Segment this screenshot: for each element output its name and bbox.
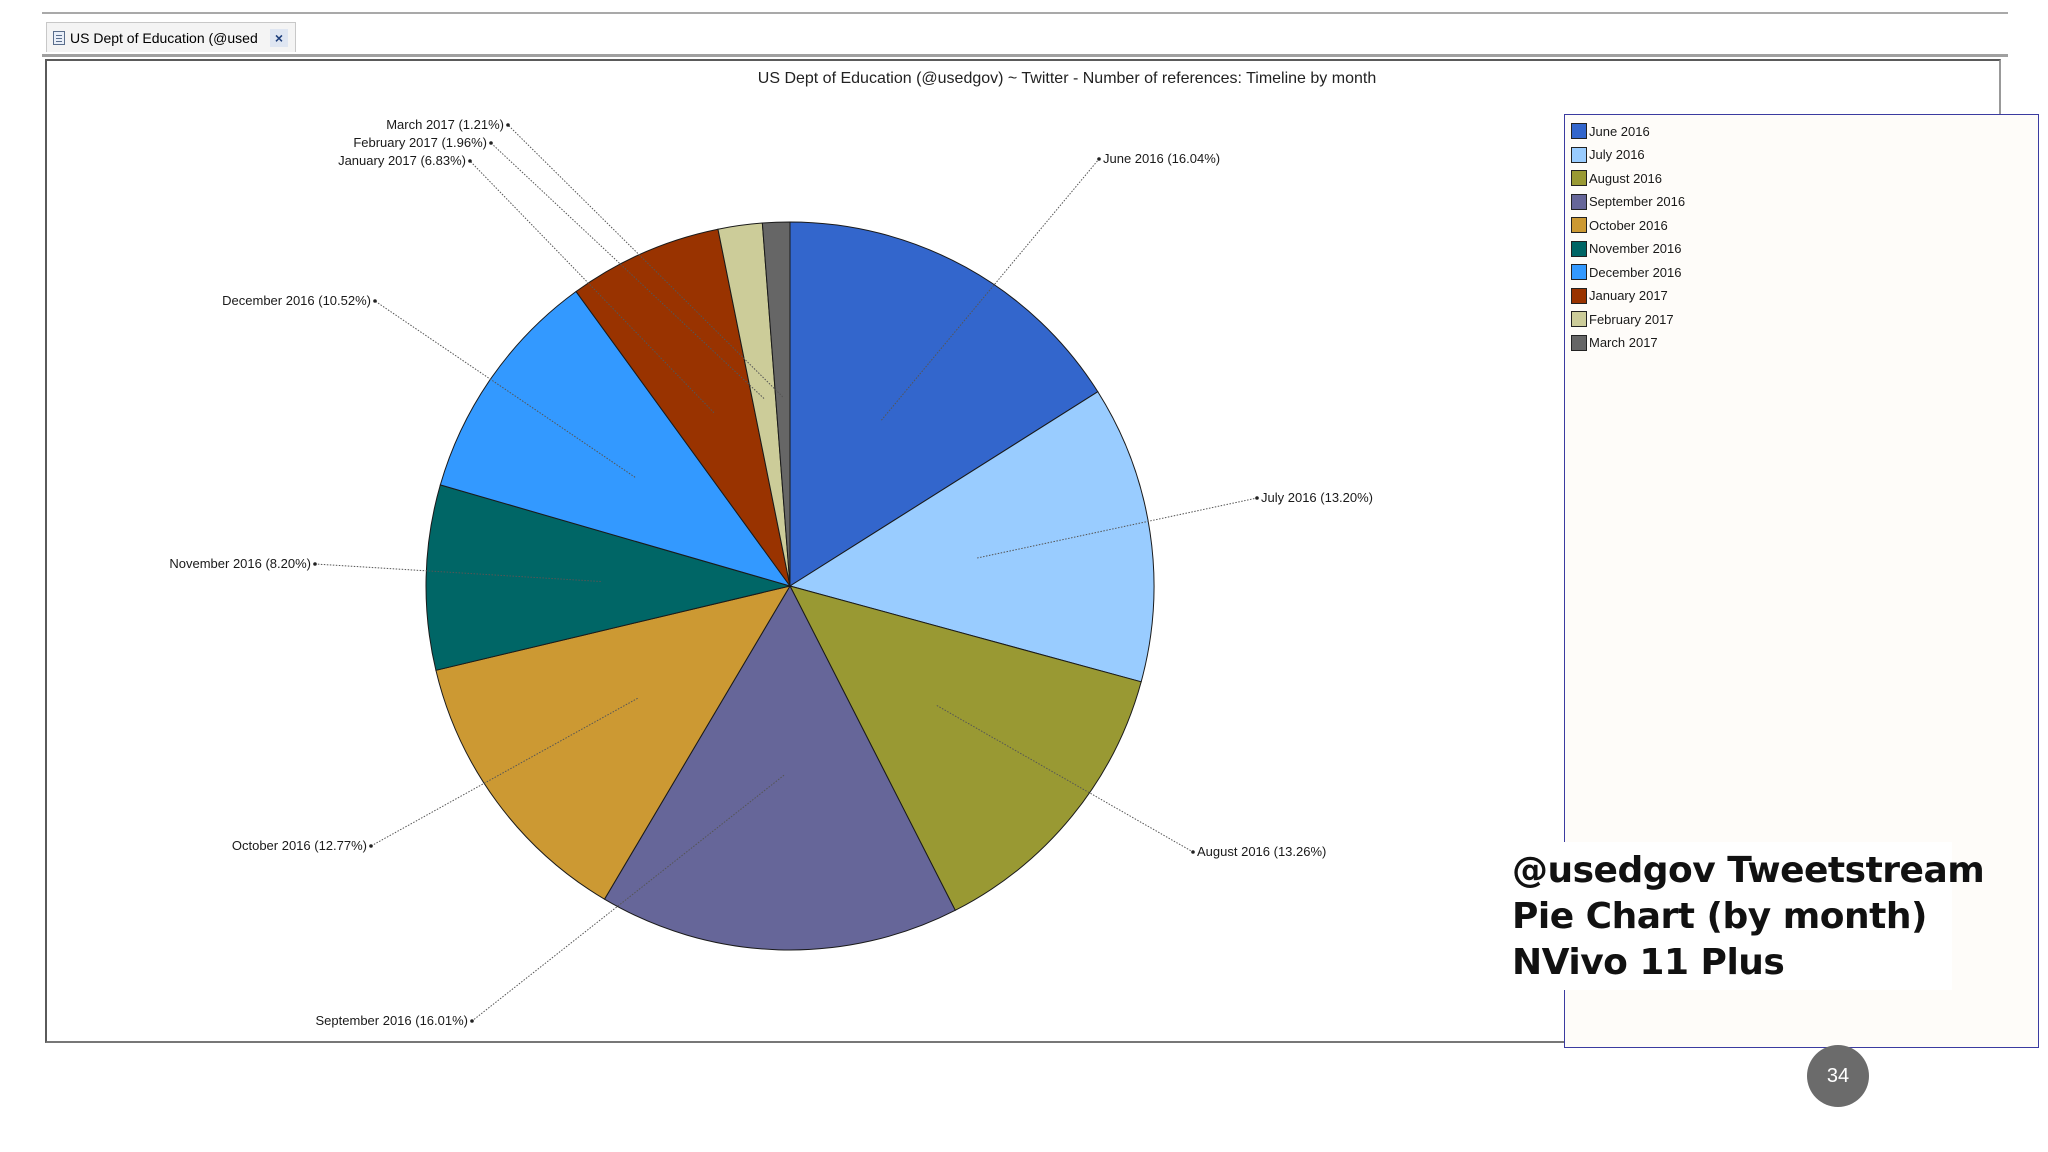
pie-slice-december-2016[interactable] [439,290,792,587]
slice-label-march-2017: March 2017 (1.21%) [386,117,504,132]
legend-swatch [1571,287,1587,304]
leader-dot-march-2017 [506,123,510,127]
pie-slice-november-2016[interactable] [425,484,792,671]
legend-item-june-2016: June 2016 [1571,121,1650,141]
legend-swatch [1571,240,1587,257]
leader-dot-january-2017 [468,159,472,163]
leader-dot-october-2016 [369,844,373,848]
leader-line-september-2016 [471,774,785,1022]
legend-label: July 2016 [1589,147,1645,162]
tab-bar: US Dept of Education (@used × [42,14,2008,57]
pie-slice-september-2016[interactable] [603,584,956,951]
caption-line-1: @usedgov Tweetstream [1512,850,1985,891]
legend-label: November 2016 [1589,241,1682,256]
pie-slices [425,221,1155,951]
legend-item-july-2016: July 2016 [1571,145,1645,165]
slide-caption: @usedgov Tweetstream Pie Chart (by month… [1502,842,1985,990]
pie-slice-july-2016[interactable] [788,391,1155,683]
chart-window: US Dept of Education (@used × US Dept of… [42,12,2039,1048]
legend-item-february-2017: February 2017 [1571,309,1674,329]
slice-label-september-2016: September 2016 (16.01%) [316,1013,468,1028]
pie-slice-june-2016[interactable] [789,221,1099,587]
caption-line-3: NVivo 11 Plus [1512,942,1785,983]
pie-slice-january-2017[interactable] [575,228,791,587]
slice-label-october-2016: October 2016 (12.77%) [232,838,367,853]
leader-line-march-2017 [507,124,784,398]
leader-dot-february-2017 [489,141,493,145]
legend-label: March 2017 [1589,335,1658,350]
tab-label: US Dept of Education (@used [70,29,258,46]
legend-swatch [1571,193,1587,210]
legend-item-december-2016: December 2016 [1571,262,1682,282]
slice-label-july-2016: July 2016 (13.20%) [1261,490,1373,505]
document-icon [53,30,65,45]
slice-label-december-2016: December 2016 (10.52%) [222,293,371,308]
leader-dot-december-2016 [373,299,377,303]
caption-line-2: Pie Chart (by month) [1512,896,1927,937]
close-icon[interactable]: × [270,28,288,47]
legend-item-march-2017: March 2017 [1571,333,1658,353]
legend-item-january-2017: January 2017 [1571,286,1668,306]
legend-label: June 2016 [1589,123,1650,139]
legend-label: February 2017 [1589,311,1674,327]
pie-slice-august-2016[interactable] [789,585,1142,912]
legend-label: October 2016 [1589,217,1668,233]
leader-line-august-2016 [936,705,1194,853]
legend-swatch [1571,146,1587,163]
legend-label: August 2016 [1589,170,1663,186]
leader-line-january-2017 [469,160,715,414]
slice-label-november-2016: November 2016 (8.20%) [169,556,311,571]
chart-title: US Dept of Education (@usedgov) ~ Twitte… [758,70,1376,87]
pie-leader-lines [313,123,1259,1023]
leader-dot-july-2016 [1255,496,1259,500]
legend-swatch [1571,311,1587,327]
leader-dot-september-2016 [470,1019,474,1023]
tab-us-dept-of-education[interactable]: US Dept of Education (@used × [46,22,296,52]
legend-label: January 2017 [1589,288,1668,303]
leader-line-february-2017 [490,142,765,399]
legend-swatch [1571,170,1587,186]
leader-dot-november-2016 [313,562,317,566]
leader-dot-june-2016 [1097,157,1101,161]
legend-swatch [1571,123,1587,139]
slice-label-january-2017: January 2017 (6.83%) [338,153,466,168]
leader-dot-august-2016 [1191,850,1195,854]
pie-labels: June 2016 (16.04%) July 2016 (13.20%) Augu… [169,117,1373,1028]
legend-item-november-2016: November 2016 [1571,239,1682,259]
legend-item-august-2016: August 2016 [1571,168,1662,188]
legend-swatch [1571,217,1587,233]
pie-slice-march-2017[interactable] [761,221,791,587]
legend-label: December 2016 [1589,264,1682,280]
pie-slice-october-2016[interactable] [435,585,792,900]
slice-label-june-2016: June 2016 (16.04%) [1103,151,1220,166]
legend-item-september-2016: September 2016 [1571,192,1685,212]
legend-item-october-2016: October 2016 [1571,215,1668,235]
legend-swatch [1571,264,1587,280]
leader-line-july-2016 [977,497,1258,559]
pie-chart: US Dept of Education (@usedgov) ~ Twitte… [169,70,1376,1028]
slice-label-february-2017: February 2017 (1.96%) [353,135,487,150]
leader-line-june-2016 [881,158,1100,421]
page-number-badge: 34 [1807,1045,1869,1107]
slice-label-august-2016: August 2016 (13.26%) [1197,844,1326,859]
legend-swatch [1571,334,1587,351]
legend-label: September 2016 [1589,194,1686,209]
leader-line-december-2016 [374,300,636,478]
